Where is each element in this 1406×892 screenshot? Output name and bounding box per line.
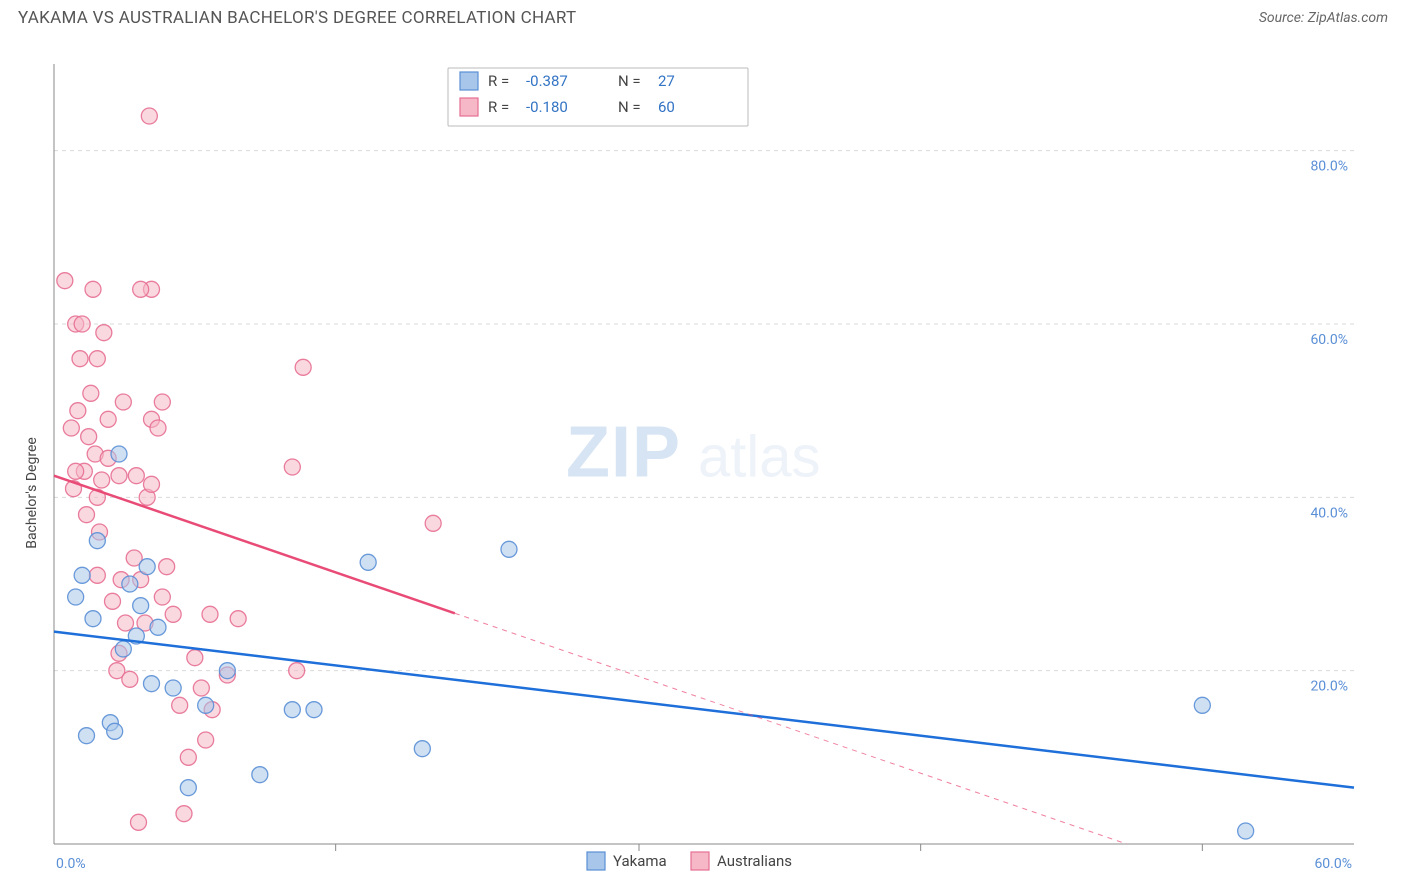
data-point bbox=[115, 394, 131, 410]
data-point bbox=[252, 767, 268, 783]
data-point bbox=[70, 403, 86, 419]
data-point bbox=[198, 732, 214, 748]
data-point bbox=[133, 281, 149, 297]
data-point bbox=[111, 446, 127, 462]
data-point bbox=[289, 663, 305, 679]
x-tick-label: 0.0% bbox=[56, 856, 86, 872]
data-point bbox=[159, 559, 175, 575]
data-point bbox=[81, 429, 97, 445]
legend-swatch bbox=[460, 98, 478, 116]
data-point bbox=[100, 411, 116, 427]
data-point bbox=[219, 663, 235, 679]
data-point bbox=[79, 728, 95, 744]
legend-r-label: R = bbox=[488, 72, 509, 90]
y-tick-label: 20.0% bbox=[1310, 679, 1348, 695]
legend-swatch bbox=[691, 852, 709, 870]
svg-text:atlas: atlas bbox=[698, 425, 821, 490]
data-point bbox=[1238, 823, 1254, 839]
data-point bbox=[85, 281, 101, 297]
data-point bbox=[63, 420, 79, 436]
data-point bbox=[133, 598, 149, 614]
data-point bbox=[425, 515, 441, 531]
y-tick-label: 80.0% bbox=[1310, 159, 1348, 175]
legend-series-label: Australians bbox=[717, 852, 792, 870]
data-point bbox=[198, 697, 214, 713]
data-point bbox=[85, 611, 101, 627]
data-point bbox=[141, 108, 157, 124]
source-label: Source: ZipAtlas.com bbox=[1259, 10, 1388, 26]
data-point bbox=[306, 702, 322, 718]
data-point bbox=[68, 463, 84, 479]
legend-swatch bbox=[460, 72, 478, 90]
chart-header: YAKAMA VS AUSTRALIAN BACHELOR'S DEGREE C… bbox=[0, 0, 1406, 38]
data-point bbox=[144, 676, 160, 692]
data-point bbox=[230, 611, 246, 627]
data-point bbox=[180, 749, 196, 765]
data-point bbox=[122, 671, 138, 687]
data-point bbox=[150, 420, 166, 436]
data-point bbox=[111, 468, 127, 484]
data-point bbox=[154, 394, 170, 410]
legend-n-label: N = bbox=[618, 98, 641, 116]
data-point bbox=[284, 459, 300, 475]
data-point bbox=[89, 351, 105, 367]
data-point bbox=[144, 476, 160, 492]
y-axis-label: Bachelor's Degree bbox=[24, 437, 40, 549]
data-point bbox=[1194, 697, 1210, 713]
legend-r-value: -0.180 bbox=[526, 98, 568, 116]
correlation-legend: R = -0.387 N = 27 R = -0.180 N = 60 bbox=[448, 68, 748, 126]
data-point bbox=[295, 359, 311, 375]
data-point bbox=[176, 806, 192, 822]
legend-n-label: N = bbox=[618, 72, 641, 90]
data-point bbox=[414, 741, 430, 757]
data-point bbox=[89, 567, 105, 583]
chart-container: 20.0% 40.0% 60.0% 80.0% ZIP atlas 0.0% 60.0% Bac… bbox=[18, 46, 1388, 874]
legend-n-value: 27 bbox=[658, 72, 675, 90]
data-point bbox=[68, 589, 84, 605]
y-tick-label: 40.0% bbox=[1310, 505, 1348, 521]
legend-r-value: -0.387 bbox=[526, 72, 568, 90]
data-point bbox=[150, 619, 166, 635]
data-point bbox=[94, 472, 110, 488]
data-point bbox=[74, 567, 90, 583]
legend-n-value: 60 bbox=[658, 98, 675, 116]
correlation-chart: 20.0% 40.0% 60.0% 80.0% ZIP atlas 0.0% 60.0% Bac… bbox=[18, 46, 1388, 874]
data-point bbox=[193, 680, 209, 696]
chart-title: YAKAMA VS AUSTRALIAN BACHELOR'S DEGREE C… bbox=[18, 8, 576, 28]
legend-series-label: Yakama bbox=[613, 852, 667, 870]
data-point bbox=[128, 468, 144, 484]
data-point bbox=[72, 351, 88, 367]
data-point bbox=[187, 650, 203, 666]
data-point bbox=[107, 723, 123, 739]
data-point bbox=[96, 325, 112, 341]
data-point bbox=[139, 559, 155, 575]
data-point bbox=[180, 780, 196, 796]
data-point bbox=[501, 541, 517, 557]
legend-r-label: R = bbox=[488, 98, 509, 116]
data-point bbox=[165, 680, 181, 696]
data-point bbox=[105, 593, 121, 609]
data-point bbox=[89, 533, 105, 549]
data-point bbox=[57, 273, 73, 289]
data-point bbox=[83, 385, 99, 401]
data-point bbox=[172, 697, 188, 713]
data-point bbox=[115, 641, 131, 657]
x-tick-label: 60.0% bbox=[1314, 856, 1352, 872]
svg-text:ZIP: ZIP bbox=[566, 413, 681, 493]
legend-swatch bbox=[587, 852, 605, 870]
data-point bbox=[74, 316, 90, 332]
data-point bbox=[118, 615, 134, 631]
data-point bbox=[122, 576, 138, 592]
y-tick-label: 60.0% bbox=[1310, 332, 1348, 348]
data-point bbox=[165, 606, 181, 622]
data-point bbox=[154, 589, 170, 605]
data-point bbox=[131, 814, 147, 830]
data-point bbox=[79, 507, 95, 523]
data-point bbox=[202, 606, 218, 622]
data-point bbox=[284, 702, 300, 718]
data-point bbox=[360, 554, 376, 570]
